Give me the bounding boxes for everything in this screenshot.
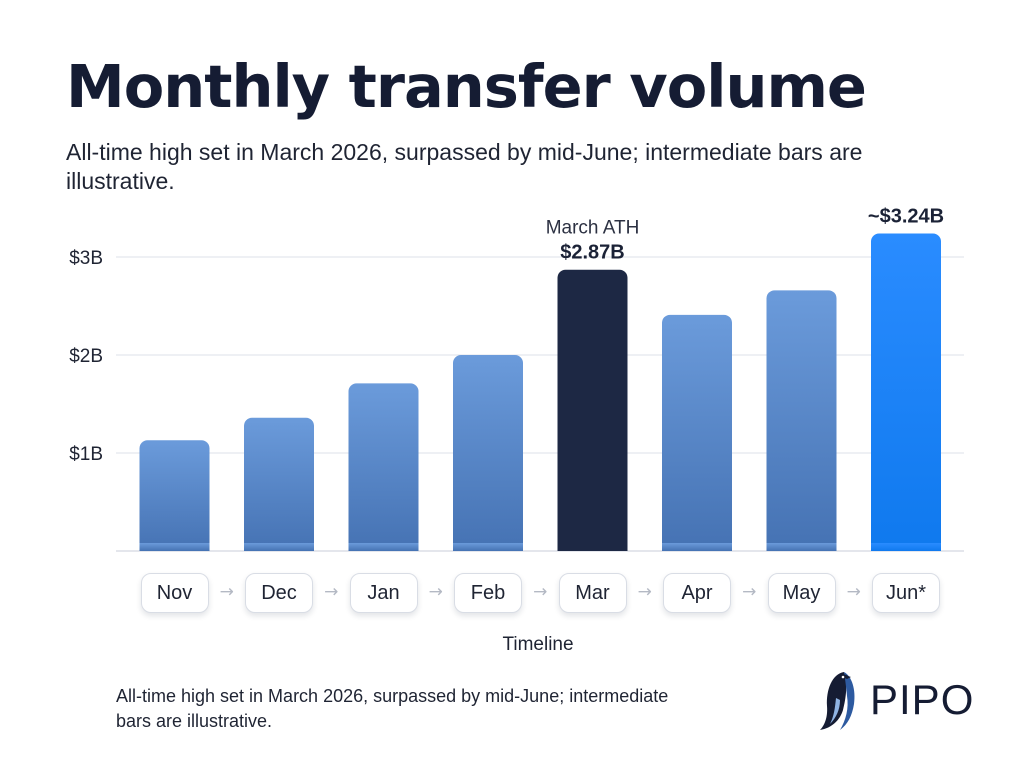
x-tick-label: May bbox=[767, 573, 836, 613]
bar-base bbox=[871, 543, 941, 551]
bar-nov bbox=[139, 440, 210, 551]
bar-apr bbox=[662, 314, 732, 551]
bar-base bbox=[766, 543, 837, 551]
arrow-right-icon: → bbox=[742, 582, 757, 602]
y-tick-label: $2B bbox=[69, 346, 103, 367]
bar-base bbox=[244, 543, 314, 551]
bar-base bbox=[453, 543, 523, 551]
bar-jun bbox=[871, 233, 941, 552]
penguin-logo-icon bbox=[820, 672, 855, 730]
latest-value-label: ~$3.24B bbox=[868, 205, 944, 227]
arrow-right-icon: → bbox=[219, 582, 234, 602]
x-tick-label: Apr bbox=[663, 573, 731, 613]
arrow-right-icon: → bbox=[533, 582, 548, 602]
brand-logo: PIPO bbox=[818, 668, 974, 732]
bar-jan bbox=[348, 383, 419, 551]
bars bbox=[139, 233, 941, 552]
bar-base bbox=[139, 543, 210, 551]
chart-title: Monthly transfer volume bbox=[66, 52, 867, 121]
bar-annotations: March ATH $2.87B ~$3.24B bbox=[546, 205, 944, 263]
x-tick-label: Nov bbox=[140, 573, 209, 613]
bar-mar bbox=[557, 269, 628, 551]
bar-base bbox=[348, 543, 419, 551]
arrow-right-icon: → bbox=[637, 582, 652, 602]
x-tick-label: Dec bbox=[245, 573, 313, 613]
bar-may bbox=[766, 290, 837, 551]
x-axis-label: Timeline bbox=[502, 634, 574, 655]
x-tick-label: Mar bbox=[558, 573, 627, 613]
bar-base bbox=[662, 543, 732, 551]
x-tick-label: Feb bbox=[454, 573, 522, 613]
y-tick-label: $3B bbox=[69, 248, 103, 269]
y-tick-label: $1B bbox=[69, 444, 103, 465]
x-tick-label: Jun* bbox=[872, 573, 940, 613]
brand-name: PIPO bbox=[870, 676, 975, 723]
bar-base bbox=[557, 543, 628, 551]
arrow-right-icon: → bbox=[846, 582, 861, 602]
bar-chart: $1B $2B $3B March ATH $2.87B ~$3.24B bbox=[69, 205, 964, 552]
arrow-right-icon: → bbox=[428, 582, 443, 602]
chart-subtitle: All-time high set in March 2026, surpass… bbox=[66, 139, 863, 194]
bar-feb bbox=[453, 355, 523, 551]
ath-label: March ATH bbox=[546, 218, 640, 239]
bar-dec bbox=[244, 417, 314, 551]
x-tick-label: Jan bbox=[349, 573, 418, 613]
ath-value-label: $2.87B bbox=[560, 242, 625, 264]
footnote: All-time high set in March 2026, surpass… bbox=[116, 686, 669, 731]
arrow-right-icon: → bbox=[324, 582, 339, 602]
